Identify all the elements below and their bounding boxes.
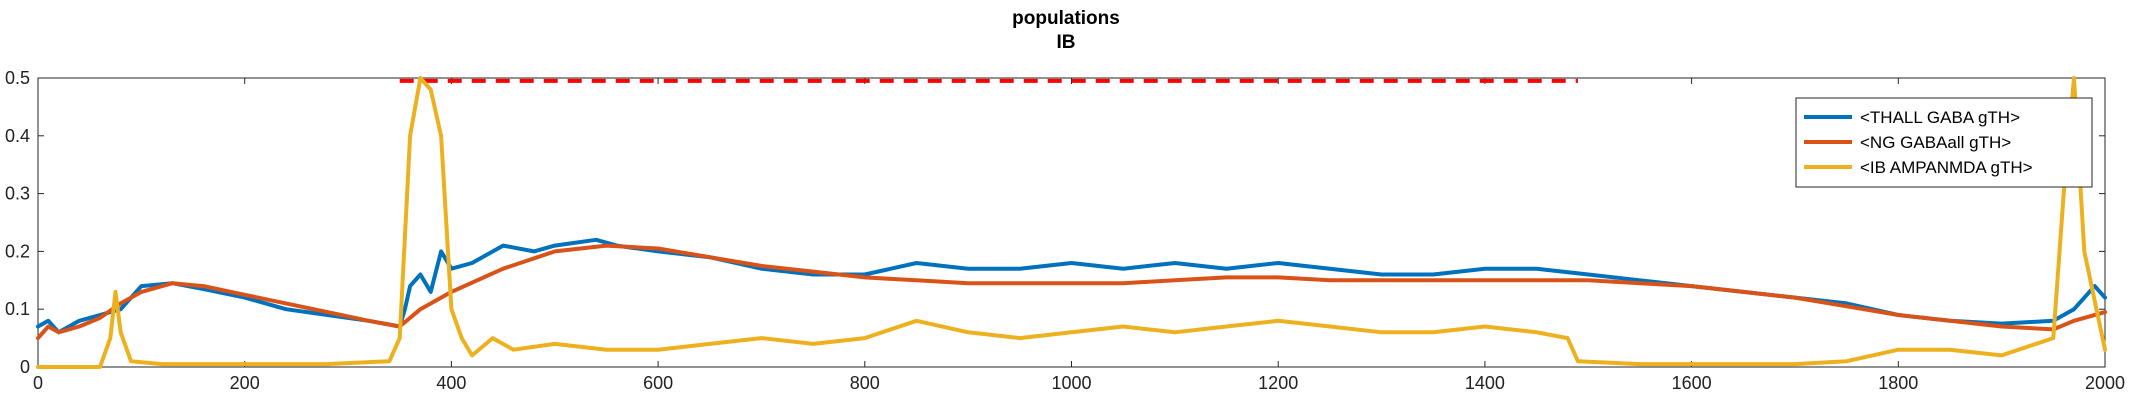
legend-entry-label: <THALL GABA gTH>: [1860, 108, 2020, 127]
y-tick-label: 0: [20, 357, 30, 377]
x-tick-label: 0: [33, 373, 43, 393]
legend-entry-label: <IB AMPANMDA gTH>: [1860, 158, 2033, 177]
series-line-3: [36, 76, 2107, 369]
x-tick-label: 1400: [1465, 373, 1505, 393]
legend: <THALL GABA gTH> <NG GABAall gTH> <IB AMPA…: [1795, 97, 2093, 188]
axes: 0 200 400 600 800 1000 1200 1400 1600 1800 2000 0 0.…: [5, 68, 2125, 393]
x-tick-label: 2000: [2085, 373, 2125, 393]
series-lines: [36, 76, 2107, 369]
chart-subtitle: IB: [1057, 32, 1076, 53]
x-tick-label: 1800: [1878, 373, 1918, 393]
y-tick-label: 0.3: [5, 184, 30, 204]
y-tick-label: 0.4: [5, 126, 30, 146]
x-tick-label: 200: [230, 373, 260, 393]
legend-entry-label: <NG GABAall gTH>: [1860, 133, 2011, 152]
x-tick-label: 400: [436, 373, 466, 393]
y-tick-label: 0.5: [5, 68, 30, 88]
x-tick-label: 1000: [1051, 373, 1091, 393]
x-tick-label: 600: [643, 373, 673, 393]
x-tick-label: 800: [850, 373, 880, 393]
x-tick-label: 1600: [1672, 373, 1712, 393]
y-tick-label: 0.2: [5, 241, 30, 261]
plot-area-frame: [37, 77, 2106, 368]
x-tick-label: 1200: [1258, 373, 1298, 393]
chart-title: populations: [1012, 8, 1120, 29]
y-tick-label: 0.1: [5, 299, 30, 319]
series-line-2: [36, 243, 2107, 341]
